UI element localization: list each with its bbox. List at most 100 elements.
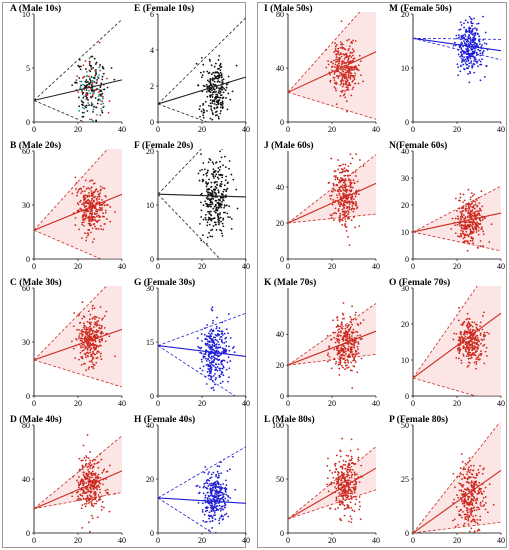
scatter-point: [219, 369, 221, 372]
scatter-point: [85, 369, 87, 372]
scatter-point: [472, 515, 475, 518]
scatter-point: [485, 501, 487, 504]
scatter-point: [90, 502, 93, 505]
scatter-point: [91, 227, 94, 230]
scatter-point: [89, 349, 92, 352]
scatter-point: [346, 201, 349, 203]
scatter-point: [92, 215, 95, 218]
scatter-point: [91, 82, 94, 85]
scatter-point: [214, 514, 216, 516]
lower-bound-line: [413, 231, 502, 252]
scatter-point: [89, 351, 91, 354]
scatter-point: [212, 163, 215, 165]
scatter-point: [90, 231, 92, 234]
scatter-point: [216, 206, 219, 209]
scatter-point: [350, 361, 353, 364]
y-tick-label: 2: [150, 82, 154, 91]
scatter-point: [93, 76, 96, 79]
scatter-point: [332, 184, 335, 187]
scatter-point: [470, 47, 472, 50]
scatter-point: [99, 496, 101, 499]
scatter-point: [326, 360, 329, 363]
scatter-point: [215, 173, 218, 176]
scatter-point: [92, 356, 94, 359]
scatter-point: [480, 505, 482, 507]
scatter-point: [92, 367, 95, 370]
scatter-point: [346, 326, 349, 329]
scatter-point: [83, 206, 86, 208]
scatter-point: [87, 234, 89, 237]
scatter-point: [206, 224, 209, 227]
scatter-point: [341, 217, 344, 220]
scatter-point: [205, 357, 207, 360]
scatter-point: [345, 352, 347, 355]
scatter-point: [466, 56, 469, 58]
scatter-point: [475, 29, 478, 32]
scatter-point: [357, 341, 360, 344]
scatter-point: [94, 195, 96, 198]
scatter-point: [210, 308, 213, 311]
scatter-point: [479, 342, 482, 345]
scatter-point: [201, 192, 203, 195]
y-tick-label: 20: [146, 475, 154, 484]
scatter-point: [456, 494, 458, 496]
scatter-point: [458, 199, 460, 202]
scatter-point: [460, 234, 463, 237]
scatter-point: [468, 70, 471, 73]
scatter-point: [470, 481, 473, 484]
scatter-point: [78, 228, 81, 231]
scatter-point: [345, 185, 348, 188]
scatter-point: [101, 187, 104, 189]
scatter-point: [337, 159, 339, 161]
scatter-point: [348, 520, 350, 523]
scatter-point: [219, 336, 222, 338]
scatter-point: [339, 354, 342, 357]
scatter-point: [461, 493, 463, 496]
scatter-point: [85, 95, 87, 98]
scatter-point: [347, 455, 350, 457]
scatter-point: [353, 345, 356, 347]
scatter-point: [334, 486, 336, 488]
scatter-point: [205, 364, 208, 366]
scatter-point: [218, 54, 221, 57]
scatter-point: [199, 169, 201, 172]
scatter-point: [96, 350, 99, 353]
scatter-point: [347, 73, 350, 75]
scatter-point: [220, 491, 223, 494]
scatter-point: [98, 340, 101, 343]
scatter-point: [219, 110, 222, 112]
scatter-point: [224, 489, 227, 491]
scatter-point: [468, 206, 471, 209]
scatter-point: [341, 204, 344, 206]
scatter-point: [96, 81, 98, 84]
scatter-point: [204, 482, 207, 484]
scatter-point: [345, 169, 348, 172]
scatter-point: [217, 332, 219, 335]
scatter-point: [342, 459, 345, 462]
scatter-point: [330, 194, 333, 197]
scatter-point: [85, 81, 88, 84]
scatter-point: [348, 178, 350, 180]
scatter-point: [461, 57, 463, 60]
scatter-point: [334, 189, 337, 192]
scatter-point: [90, 329, 93, 331]
scatter-point: [214, 95, 217, 98]
scatter-point: [215, 200, 217, 202]
x-tick-label: 0: [156, 262, 160, 271]
scatter-point: [349, 449, 352, 452]
scatter-point: [458, 475, 461, 478]
scatter-point: [86, 474, 89, 477]
scatter-point: [330, 338, 333, 341]
chart-title: B (Male 20s): [10, 140, 61, 151]
scatter-point: [459, 330, 462, 333]
scatter-point: [348, 45, 351, 48]
scatter-point: [205, 185, 208, 188]
scatter-point: [327, 60, 329, 62]
scatter-point: [336, 335, 339, 337]
scatter-point: [202, 486, 205, 489]
scatter-point: [94, 88, 97, 91]
scatter-point: [480, 190, 483, 193]
y-tick-label: 20: [401, 201, 409, 210]
scatter-point: [104, 489, 107, 492]
